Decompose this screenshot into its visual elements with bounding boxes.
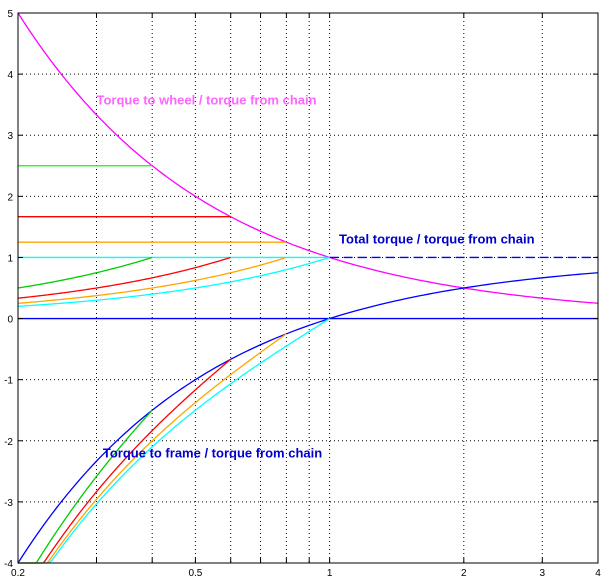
data-series (17, 12, 599, 564)
y-tick-label: 5 (7, 9, 13, 20)
y-tick-label: -3 (4, 498, 13, 509)
y-tick-label: 0 (7, 315, 13, 326)
x-tick-label: 0.2 (11, 568, 25, 579)
series-10-curve (17, 256, 287, 304)
series-8-curve (17, 256, 153, 289)
series-1-curve (17, 272, 599, 564)
y-tick-label: -4 (4, 559, 13, 570)
y-tick-label: 2 (7, 192, 13, 203)
series-12-curve (18, 409, 153, 564)
y-tick-label: -2 (4, 437, 13, 448)
x-axis-ticks: 0.2 0.5 1 2 3 4 (11, 13, 601, 579)
y-tick-label: 3 (7, 131, 13, 142)
series-9-curve (17, 256, 231, 299)
series-0-curve (17, 12, 599, 304)
y-tick-label: 1 (7, 253, 13, 264)
series-13-curve (18, 358, 232, 564)
annotations: Torque to wheel / torque from chain Total… (97, 93, 535, 461)
x-tick-label: 0.5 (188, 568, 202, 579)
annotation-1: Total torque / torque from chain (339, 231, 535, 246)
series-14-curve (18, 333, 287, 564)
annotation-2: Torque to frame / torque from chain (103, 445, 322, 460)
x-tick-label: 2 (461, 568, 467, 579)
y-tick-label: 4 (7, 70, 13, 81)
x-tick-label: 3 (540, 568, 546, 579)
series-11-curve (17, 256, 330, 307)
y-tick-label: -1 (4, 376, 13, 387)
series-15-curve (18, 318, 330, 564)
x-tick-label: 1 (327, 568, 333, 579)
annotation-0: Torque to wheel / torque from chain (97, 93, 317, 108)
y-axis-ticks: -4 -3 -2 -1 0 1 2 3 4 5 (4, 9, 598, 570)
x-tick-label: 4 (595, 568, 601, 579)
plot-frame (17, 12, 599, 564)
